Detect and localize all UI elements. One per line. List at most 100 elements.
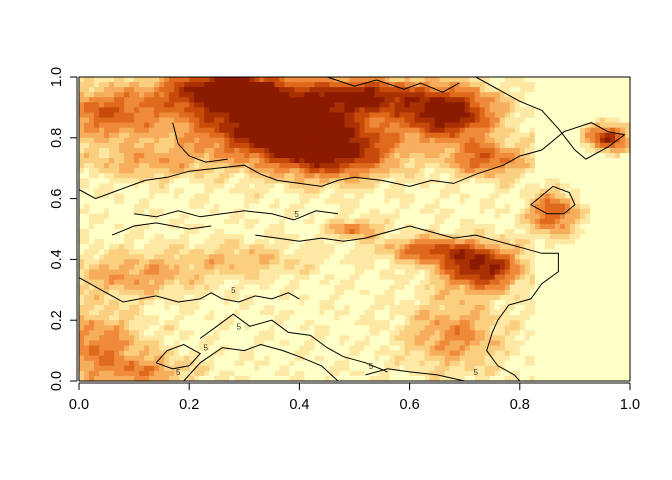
heatmap-cell (304, 117, 311, 124)
heatmap-cell (384, 122, 391, 129)
heatmap-cell (204, 254, 210, 260)
heatmap-cell (339, 234, 346, 240)
heatmap-cell (609, 299, 616, 306)
heatmap-cell (399, 193, 406, 200)
heatmap-cell (164, 127, 170, 134)
heatmap-cell (344, 132, 351, 139)
heatmap-cell (89, 122, 95, 129)
heatmap-cell (369, 87, 376, 93)
heatmap-cell (174, 203, 180, 210)
heatmap-cell (459, 142, 466, 149)
heatmap-cell (184, 127, 190, 134)
heatmap-cell (574, 279, 581, 286)
heatmap-cell (384, 244, 391, 250)
heatmap-cell (479, 229, 486, 235)
heatmap-cell (224, 249, 230, 255)
heatmap-cell (99, 117, 105, 124)
heatmap-cell (284, 198, 290, 205)
heatmap-cell (149, 193, 155, 200)
heatmap-cell (294, 147, 300, 154)
heatmap-cell (199, 132, 205, 139)
heatmap-cell (184, 92, 190, 98)
heatmap-cell (509, 127, 516, 134)
heatmap-cell (509, 142, 516, 149)
heatmap-cell (474, 112, 481, 119)
heatmap-cell (79, 132, 85, 139)
heatmap-cell (554, 158, 561, 164)
heatmap-cell (264, 87, 270, 93)
heatmap-cell (314, 229, 321, 235)
heatmap-cell (564, 274, 571, 281)
heatmap-cell (84, 127, 90, 134)
heatmap-cell (199, 289, 205, 296)
heatmap-cell (514, 137, 521, 144)
heatmap-cell (524, 173, 531, 179)
heatmap-cell (544, 198, 551, 205)
heatmap-cell (394, 198, 401, 205)
heatmap-cell (554, 97, 561, 103)
heatmap-cell (454, 239, 461, 245)
heatmap-cell (219, 229, 225, 235)
heatmap-cell (359, 208, 366, 215)
heatmap-cell (534, 173, 541, 179)
heatmap-cell (504, 274, 511, 281)
heatmap-cell (574, 97, 581, 103)
heatmap-cell (459, 229, 466, 235)
heatmap-cell (89, 102, 95, 108)
heatmap-cell (294, 259, 300, 266)
heatmap-cell (499, 127, 506, 134)
heatmap-cell (409, 107, 416, 114)
heatmap-cell (79, 208, 85, 215)
heatmap-cell (534, 198, 541, 205)
heatmap-cell (354, 239, 361, 245)
heatmap-cell (254, 87, 260, 93)
heatmap-cell (409, 259, 416, 266)
heatmap-cell (129, 142, 135, 149)
heatmap-cell (369, 294, 376, 301)
heatmap-cell (444, 102, 451, 108)
heatmap-cell (314, 208, 321, 215)
heatmap-cell (214, 163, 220, 169)
heatmap-cell (249, 284, 255, 291)
heatmap-cell (444, 92, 451, 98)
heatmap-cell (199, 234, 205, 240)
heatmap-cell (589, 127, 596, 134)
heatmap-cell (419, 218, 426, 225)
heatmap-cell (109, 218, 115, 225)
heatmap-cell (414, 188, 421, 195)
heatmap-cell (234, 97, 240, 103)
heatmap-cell (324, 107, 331, 114)
heatmap-cell (229, 117, 235, 124)
heatmap-cell (109, 183, 115, 190)
heatmap-cell (549, 163, 556, 169)
heatmap-cell (534, 82, 541, 88)
heatmap-cell (404, 193, 411, 200)
heatmap-cell (249, 213, 255, 220)
heatmap-cell (589, 218, 596, 225)
heatmap-cell (574, 259, 581, 266)
heatmap-cell (279, 97, 285, 103)
heatmap-cell (149, 289, 155, 296)
heatmap-cell (294, 279, 300, 286)
heatmap-cell (379, 188, 386, 195)
heatmap-cell (489, 132, 496, 139)
heatmap-cell (494, 203, 501, 210)
heatmap-cell (189, 122, 195, 129)
heatmap-cell (564, 239, 571, 245)
heatmap-cell (604, 294, 611, 301)
heatmap-cell (134, 264, 140, 271)
heatmap-cell (589, 203, 596, 210)
heatmap-cell (569, 122, 576, 129)
heatmap-cell (574, 147, 581, 154)
heatmap-cell (314, 203, 321, 210)
heatmap-cell (494, 218, 501, 225)
heatmap-cell (224, 229, 230, 235)
heatmap-cell (399, 229, 406, 235)
heatmap-cell (619, 178, 626, 184)
heatmap-cell (219, 244, 225, 250)
heatmap-cell (289, 203, 295, 210)
heatmap-cell (489, 198, 496, 205)
heatmap-cell (609, 158, 616, 164)
heatmap-cell (434, 137, 441, 144)
heatmap-cell (509, 188, 516, 195)
